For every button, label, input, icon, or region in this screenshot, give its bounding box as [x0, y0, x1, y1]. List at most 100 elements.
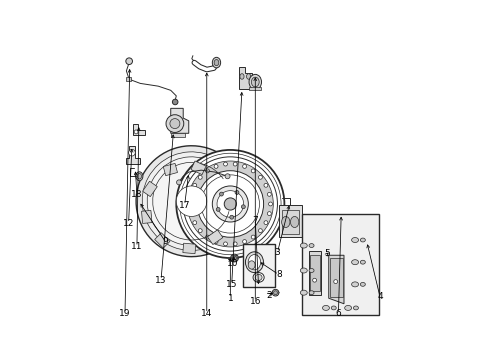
Circle shape: [206, 169, 209, 173]
Polygon shape: [279, 205, 301, 237]
Circle shape: [251, 169, 255, 173]
Ellipse shape: [136, 172, 143, 181]
Bar: [302, 214, 379, 315]
Text: 5: 5: [324, 249, 330, 258]
Circle shape: [233, 242, 237, 246]
Circle shape: [206, 235, 209, 239]
Bar: [330, 258, 343, 297]
Circle shape: [356, 257, 360, 262]
Circle shape: [189, 192, 193, 196]
Bar: [143, 181, 157, 197]
Circle shape: [216, 207, 220, 211]
Text: 4: 4: [377, 292, 383, 301]
Circle shape: [172, 99, 178, 105]
Ellipse shape: [212, 57, 220, 68]
Ellipse shape: [360, 238, 366, 242]
Circle shape: [198, 175, 202, 179]
Circle shape: [170, 118, 180, 129]
Circle shape: [242, 205, 245, 209]
Ellipse shape: [214, 59, 219, 66]
Bar: [310, 255, 319, 291]
Text: 19: 19: [119, 309, 131, 318]
Polygon shape: [282, 210, 299, 234]
Wedge shape: [147, 157, 234, 246]
Circle shape: [183, 157, 277, 251]
Circle shape: [193, 183, 196, 187]
Circle shape: [166, 115, 184, 132]
Circle shape: [268, 192, 271, 196]
Text: 16: 16: [249, 297, 261, 306]
Polygon shape: [355, 247, 366, 265]
Ellipse shape: [253, 273, 264, 282]
Wedge shape: [136, 146, 245, 257]
Circle shape: [189, 212, 193, 216]
Circle shape: [188, 202, 192, 206]
Ellipse shape: [251, 77, 259, 87]
Circle shape: [176, 186, 207, 216]
Ellipse shape: [248, 255, 261, 270]
Polygon shape: [329, 255, 344, 304]
Circle shape: [356, 229, 360, 234]
Polygon shape: [133, 124, 145, 135]
Text: 18: 18: [131, 190, 143, 199]
Circle shape: [193, 221, 196, 225]
Circle shape: [334, 280, 338, 284]
Circle shape: [233, 162, 237, 166]
Circle shape: [231, 254, 238, 262]
Ellipse shape: [300, 290, 307, 295]
Text: 13: 13: [155, 276, 167, 285]
Circle shape: [201, 175, 259, 233]
Polygon shape: [171, 133, 185, 138]
Polygon shape: [239, 67, 252, 89]
Circle shape: [176, 180, 182, 185]
Circle shape: [243, 165, 246, 168]
Ellipse shape: [352, 260, 359, 265]
Circle shape: [214, 165, 218, 168]
Text: 8: 8: [276, 270, 282, 279]
Bar: [163, 163, 177, 176]
Text: 9: 9: [162, 237, 168, 246]
Ellipse shape: [353, 306, 358, 310]
Polygon shape: [355, 226, 366, 244]
Circle shape: [224, 198, 237, 210]
Ellipse shape: [291, 216, 299, 228]
Bar: [191, 161, 206, 175]
Text: 11: 11: [131, 242, 143, 251]
Ellipse shape: [300, 243, 307, 248]
Ellipse shape: [352, 282, 359, 287]
Circle shape: [235, 190, 239, 194]
Text: 1: 1: [227, 294, 233, 303]
Polygon shape: [249, 87, 261, 90]
Circle shape: [225, 174, 230, 179]
Text: 17: 17: [179, 201, 190, 210]
Circle shape: [230, 215, 234, 219]
Circle shape: [334, 251, 338, 255]
Circle shape: [333, 249, 340, 256]
Text: 15: 15: [226, 280, 238, 289]
Circle shape: [259, 229, 262, 233]
Circle shape: [212, 186, 248, 222]
Ellipse shape: [344, 305, 352, 310]
Circle shape: [268, 212, 271, 216]
Bar: [155, 233, 170, 248]
Ellipse shape: [240, 74, 244, 79]
Ellipse shape: [331, 306, 336, 310]
Polygon shape: [309, 251, 321, 296]
Circle shape: [220, 192, 223, 196]
Ellipse shape: [309, 244, 314, 247]
Circle shape: [272, 289, 279, 296]
Circle shape: [259, 175, 262, 179]
Ellipse shape: [245, 252, 264, 273]
Circle shape: [180, 153, 281, 255]
Circle shape: [223, 242, 227, 246]
Ellipse shape: [137, 174, 142, 179]
Bar: [142, 211, 152, 224]
Polygon shape: [171, 108, 189, 133]
Text: 6: 6: [336, 309, 342, 318]
Circle shape: [223, 162, 227, 166]
Ellipse shape: [248, 261, 255, 269]
Polygon shape: [126, 146, 140, 164]
Text: 12: 12: [123, 219, 134, 228]
Bar: [183, 243, 196, 254]
Circle shape: [264, 183, 268, 187]
